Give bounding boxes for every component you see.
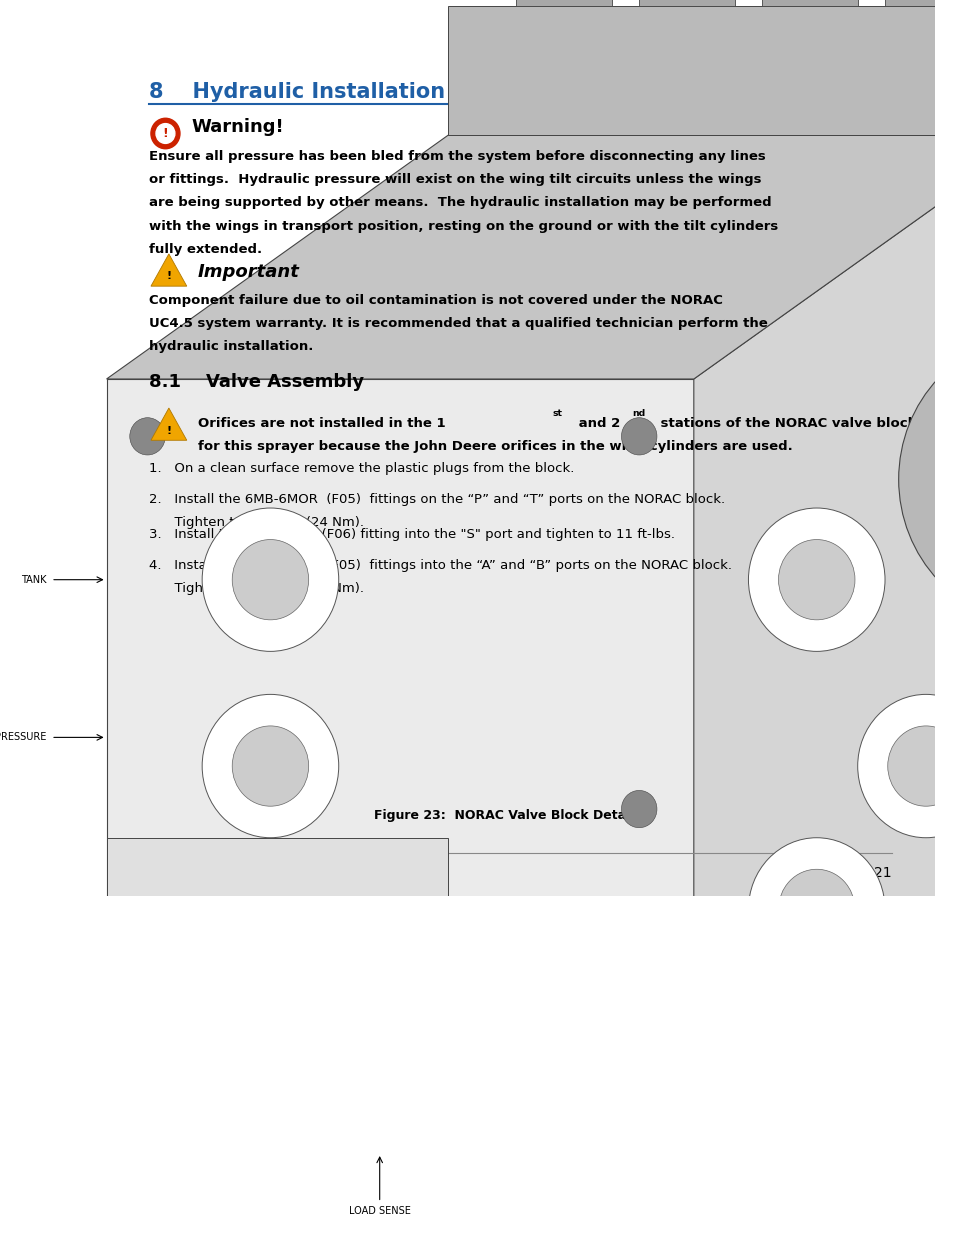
Polygon shape bbox=[151, 254, 187, 287]
Text: 8    Hydraulic Installation: 8 Hydraulic Installation bbox=[149, 83, 445, 103]
Circle shape bbox=[232, 726, 309, 806]
Polygon shape bbox=[107, 136, 953, 379]
Circle shape bbox=[151, 119, 180, 148]
Circle shape bbox=[189, 924, 243, 981]
Text: Warning!: Warning! bbox=[191, 119, 283, 136]
Circle shape bbox=[620, 790, 657, 827]
Circle shape bbox=[887, 726, 953, 806]
Text: hydraulic installation.: hydraulic installation. bbox=[149, 341, 314, 353]
Text: or fittings.  Hydraulic pressure will exist on the wing tilt circuits unless the: or fittings. Hydraulic pressure will exi… bbox=[149, 173, 760, 186]
Text: stations of the NORAC valve block: stations of the NORAC valve block bbox=[656, 416, 916, 430]
Text: !: ! bbox=[162, 127, 168, 140]
Circle shape bbox=[857, 694, 953, 837]
Circle shape bbox=[778, 869, 854, 950]
Circle shape bbox=[300, 1013, 404, 1121]
Text: Important: Important bbox=[197, 263, 299, 280]
Circle shape bbox=[232, 540, 309, 620]
Circle shape bbox=[130, 1077, 165, 1114]
Text: 3.   Install the 4MOR-4MB (F06) fitting into the "S" port and tighten to 11 ft-l: 3. Install the 4MOR-4MB (F06) fitting in… bbox=[149, 527, 675, 541]
Circle shape bbox=[202, 694, 338, 837]
Polygon shape bbox=[693, 136, 953, 1153]
Text: st: st bbox=[552, 410, 561, 419]
Polygon shape bbox=[107, 379, 693, 1153]
Text: fully extended.: fully extended. bbox=[149, 243, 262, 256]
Circle shape bbox=[300, 898, 404, 1007]
Polygon shape bbox=[151, 408, 187, 441]
Text: LOAD SENSE: LOAD SENSE bbox=[349, 1205, 410, 1216]
Polygon shape bbox=[639, 0, 734, 6]
Text: 2.   Install the 6MB-6MOR  (F05)  fittings on the “P” and “T” ports on the NORAC: 2. Install the 6MB-6MOR (F05) fittings o… bbox=[149, 493, 724, 506]
Text: nd: nd bbox=[632, 410, 645, 419]
Circle shape bbox=[620, 417, 657, 454]
Text: TANK: TANK bbox=[21, 574, 47, 584]
Text: 21: 21 bbox=[873, 867, 891, 881]
Text: Figure 23:  NORAC Valve Block Details: Figure 23: NORAC Valve Block Details bbox=[374, 809, 641, 823]
Text: for this sprayer because the John Deere orifices in the wing cylinders are used.: for this sprayer because the John Deere … bbox=[197, 440, 792, 453]
Text: UC4.5 system warranty. It is recommended that a qualified technician perform the: UC4.5 system warranty. It is recommended… bbox=[149, 317, 767, 330]
Circle shape bbox=[325, 1039, 379, 1095]
Polygon shape bbox=[107, 837, 448, 1153]
Text: are being supported by other means.  The hydraulic installation may be performed: are being supported by other means. The … bbox=[149, 196, 771, 209]
Circle shape bbox=[189, 1039, 243, 1095]
Circle shape bbox=[130, 417, 165, 454]
Text: Orifices are not installed in the 1: Orifices are not installed in the 1 bbox=[197, 416, 445, 430]
Text: 8.1    Valve Assembly: 8.1 Valve Assembly bbox=[149, 373, 364, 390]
Text: Tighten to 18 ft-lbs (24 Nm).: Tighten to 18 ft-lbs (24 Nm). bbox=[149, 516, 364, 529]
Circle shape bbox=[748, 508, 884, 651]
Text: Ensure all pressure has been bled from the system before disconnecting any lines: Ensure all pressure has been bled from t… bbox=[149, 149, 765, 163]
Polygon shape bbox=[516, 0, 611, 6]
Circle shape bbox=[164, 898, 268, 1007]
Circle shape bbox=[325, 924, 379, 981]
Text: PRESSURE: PRESSURE bbox=[0, 732, 47, 742]
Text: !: ! bbox=[166, 426, 172, 436]
Polygon shape bbox=[884, 0, 953, 6]
Circle shape bbox=[898, 336, 953, 622]
Circle shape bbox=[748, 837, 884, 981]
Text: !: ! bbox=[166, 272, 172, 282]
Circle shape bbox=[156, 124, 174, 143]
Text: with the wings in transport position, resting on the ground or with the tilt cyl: with the wings in transport position, re… bbox=[149, 220, 778, 232]
Text: Component failure due to oil contamination is not covered under the NORAC: Component failure due to oil contaminati… bbox=[149, 294, 722, 306]
Text: Tighten to 18 ft-lbs (24 Nm).: Tighten to 18 ft-lbs (24 Nm). bbox=[149, 583, 364, 595]
Text: and 2: and 2 bbox=[574, 416, 619, 430]
Circle shape bbox=[164, 1013, 268, 1121]
Text: 4.   Install the 6MB-6MOR  (F05)  fittings into the “A” and “B” ports on the NOR: 4. Install the 6MB-6MOR (F05) fittings i… bbox=[149, 559, 732, 572]
Polygon shape bbox=[761, 0, 857, 6]
Circle shape bbox=[778, 540, 854, 620]
Circle shape bbox=[202, 508, 338, 651]
Polygon shape bbox=[448, 6, 953, 136]
Text: 1.   On a clean surface remove the plastic plugs from the block.: 1. On a clean surface remove the plastic… bbox=[149, 462, 574, 475]
